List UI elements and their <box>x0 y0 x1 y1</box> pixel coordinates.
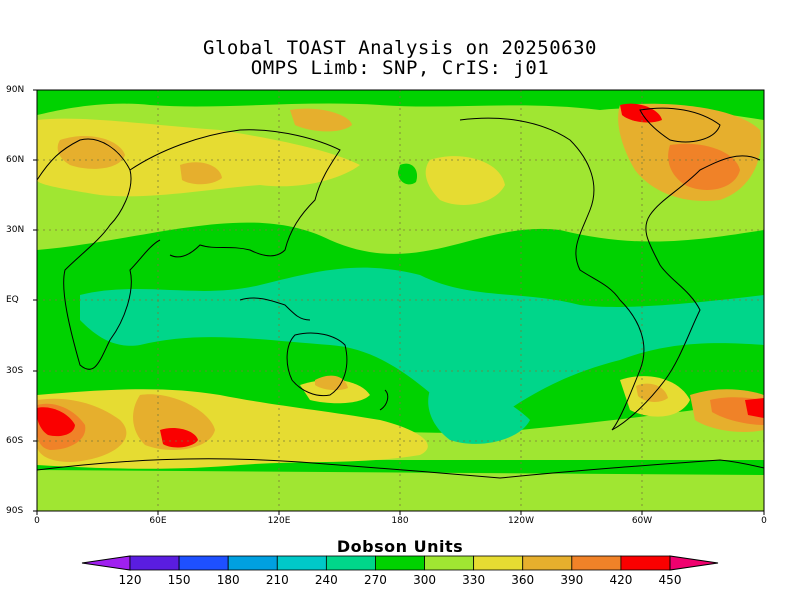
africa-europe-coast <box>37 138 161 370</box>
colorbar-box <box>325 555 376 571</box>
colorbar-box <box>424 555 475 571</box>
australia-gold-region <box>315 375 348 391</box>
greenland-coast <box>639 107 721 143</box>
lon-label-120e: 120E <box>267 516 291 526</box>
north-atlantic-orange-region <box>668 143 740 190</box>
indonesia-coast <box>239 297 311 321</box>
colorbar-low-triangle <box>81 555 131 571</box>
colorbar-tick-label: 150 <box>167 573 191 587</box>
north-pacific-yellow-region <box>425 156 505 205</box>
lon-label-60e: 60E <box>149 516 167 526</box>
antarctic-light-region <box>37 470 764 511</box>
colorbar-high-triangle <box>669 555 719 571</box>
americas-west-coast <box>459 117 645 431</box>
new-zealand-coast <box>379 389 389 411</box>
lat-label-60n: 60N <box>6 155 25 165</box>
lon-label-120w: 120W <box>507 516 535 526</box>
lat-label-30n: 30N <box>6 225 25 235</box>
colorbar-box <box>129 555 180 571</box>
central-asia-gold-region <box>180 162 222 185</box>
colorbar-tick-label: 180 <box>216 573 240 587</box>
north-pacific-green-patch <box>398 163 418 185</box>
lat-label-30s: 30S <box>6 366 24 376</box>
colorbar-box <box>571 555 622 571</box>
siberia-gold-region <box>290 108 352 132</box>
colorbar <box>81 555 719 571</box>
lat-label-90n: 90N <box>6 85 25 95</box>
coastlines <box>37 107 764 479</box>
eurasia-yellow-region <box>37 118 360 197</box>
ozone-field <box>37 90 764 511</box>
arctic-green-region <box>37 90 764 120</box>
south-atlantic-red-region <box>37 407 75 437</box>
europe-gold-region <box>57 135 125 169</box>
colorbar-tick-label: 120 <box>118 573 142 587</box>
axis-ticks <box>33 89 765 515</box>
lon-label-0-west: 0 <box>34 516 40 526</box>
colorbar-tick-label: 360 <box>511 573 535 587</box>
lon-label-180: 180 <box>391 516 409 526</box>
greenland-red-region <box>620 103 662 123</box>
australia-coast <box>286 332 348 397</box>
lat-label-eq: EQ <box>6 295 19 305</box>
colorbar-box <box>375 555 425 571</box>
lon-label-60w: 60W <box>631 516 653 526</box>
colorbar-box <box>227 555 278 571</box>
map-title: Global TOAST Analysis on 20250630 <box>203 37 597 59</box>
south-pacific-low-region <box>428 387 530 444</box>
colorbar-box <box>276 555 327 571</box>
colorbar-title: Dobson Units <box>336 537 464 556</box>
colorbar-tick-label: 330 <box>462 573 486 587</box>
colorbar-tick-label: 210 <box>265 573 289 587</box>
south-america-gold-region <box>636 383 668 402</box>
colorbar-box <box>522 555 573 571</box>
lat-label-60s: 60S <box>6 436 24 446</box>
lon-label-0-east: 0 <box>761 516 767 526</box>
map-subtitle: OMPS Limb: SNP, CrIS: j01 <box>250 57 550 79</box>
colorbar-tick-label: 390 <box>560 573 584 587</box>
antarctica-coast <box>37 458 764 479</box>
tropical-low-region <box>80 267 764 430</box>
colorbar-tick-label: 420 <box>609 573 633 587</box>
indian-ocean-red-region <box>160 428 198 448</box>
colorbar-box <box>473 555 524 571</box>
graticule <box>37 90 764 511</box>
asia-coast <box>129 129 341 258</box>
colorbar-box <box>178 555 229 571</box>
lat-label-90s: 90S <box>6 506 24 516</box>
south-atlantic-east-red-region <box>745 398 764 418</box>
colorbar-tick-label: 300 <box>413 573 436 587</box>
americas-east-coast <box>611 155 761 431</box>
colorbar-tick-label: 270 <box>364 573 387 587</box>
colorbar-box <box>620 555 671 571</box>
colorbar-tick-label: 240 <box>314 573 338 587</box>
colorbar-tick-label: 450 <box>658 573 682 587</box>
